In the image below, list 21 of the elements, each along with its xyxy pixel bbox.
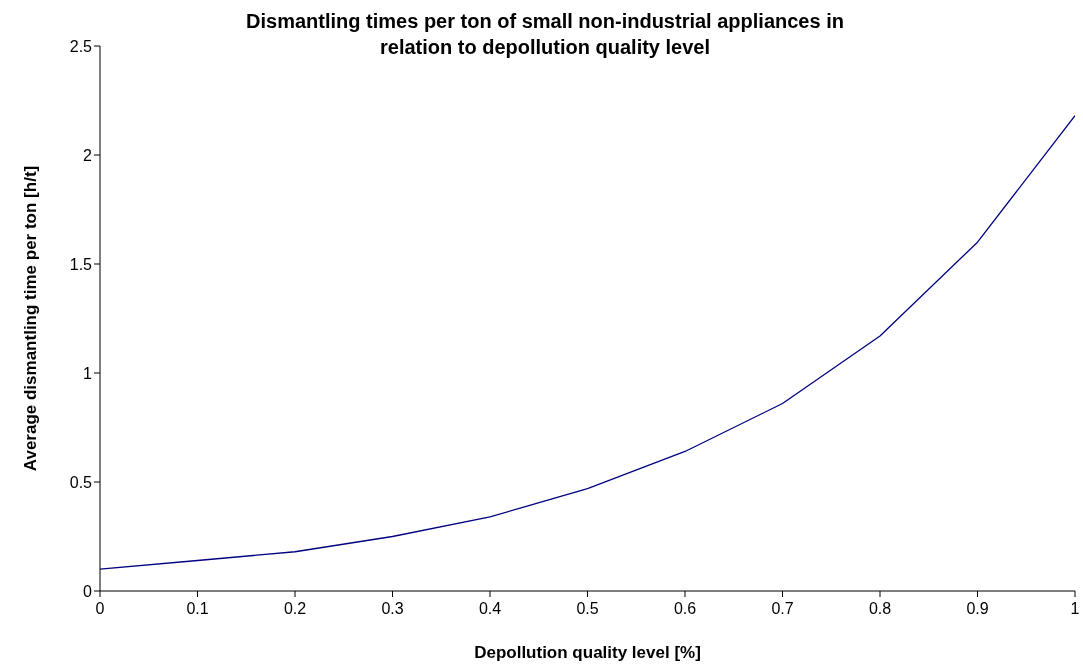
- chart-title: Dismantling times per ton of small non-industrial appliances in relation to depollution quality level: [245, 9, 845, 60]
- y-tick-label: 1: [83, 364, 93, 382]
- x-tick-label: 0.1: [186, 600, 209, 618]
- x-tick-label: 0.2: [283, 600, 307, 618]
- y-axis-title: Average dismantling time per ton [h/t]: [21, 165, 41, 472]
- y-tick-label: 2: [83, 146, 93, 164]
- x-tick-label: 0.6: [673, 600, 697, 618]
- y-tick-label: 1.5: [69, 255, 93, 273]
- y-tick-label: 0: [83, 582, 93, 600]
- x-tick-label: 0.5: [576, 600, 599, 618]
- x-tick-label: 0.3: [381, 600, 404, 618]
- x-tick-label: 0.8: [868, 600, 892, 618]
- x-tick-label: 0: [95, 600, 105, 618]
- x-tick-label: 0.7: [771, 600, 794, 618]
- x-tick-label: 0.9: [966, 600, 989, 618]
- x-tick-label: 0.4: [478, 600, 502, 618]
- x-axis-title: Depollution quality level [%]: [474, 643, 701, 662]
- x-tick-label: 1: [1070, 600, 1080, 618]
- y-tick-label: 2.5: [69, 37, 93, 55]
- line-series: [100, 115, 1075, 570]
- y-tick-label: 0.5: [69, 473, 93, 491]
